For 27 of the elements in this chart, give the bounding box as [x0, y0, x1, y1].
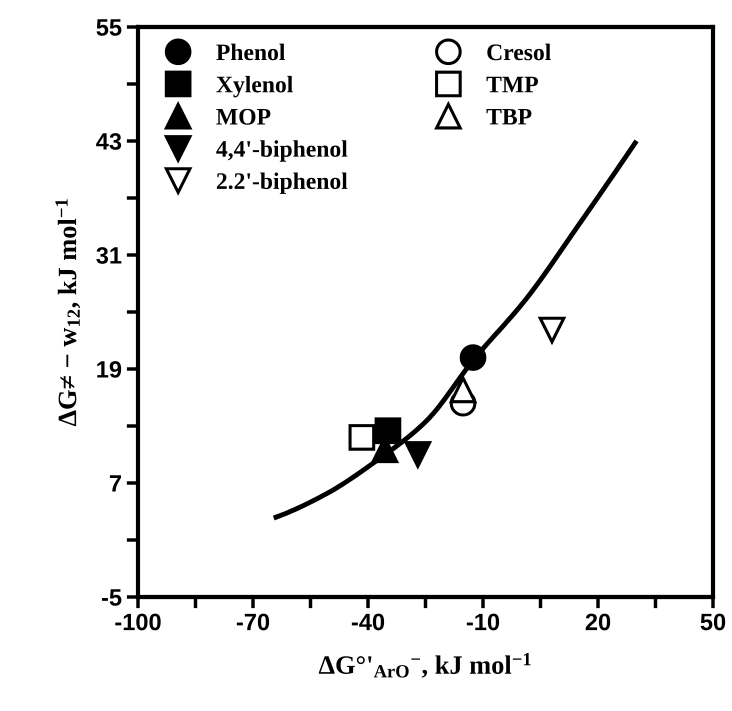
y-tick-label: 43 — [96, 133, 122, 150]
x-tick-label: -10 — [466, 614, 500, 630]
point — [450, 376, 476, 404]
legend-label: 2.2'-biphenol — [216, 172, 348, 194]
point — [538, 316, 566, 344]
x-tick-label: -70 — [236, 614, 270, 630]
point — [374, 417, 402, 444]
y-tick-label: 31 — [96, 247, 122, 264]
legend-label: Cresol — [487, 44, 551, 60]
point — [348, 424, 376, 451]
y-tick-label: 7 — [110, 475, 121, 492]
x-tick-label: 50 — [700, 614, 726, 630]
y-tick-label: 19 — [97, 361, 122, 378]
x-tick-label: 20 — [586, 614, 610, 630]
legend-label: TBP — [486, 108, 532, 124]
y-tick-label: 55 — [96, 19, 122, 36]
legend-label: TMP — [486, 76, 538, 92]
x-tick-label: -100 — [115, 614, 161, 630]
y-axis-title: ΔG≠ − w$_{12}$, kJ mol$^{−1}$ — [55, 199, 80, 426]
legend-label: Phenol — [216, 44, 286, 60]
x-tick-label: -40 — [352, 614, 384, 630]
point — [404, 441, 432, 468]
legend-label: Xylenol — [216, 76, 293, 98]
x-axis-title: ΔG°'$_{ArO}$$^{−}$, kJ mol$^{−1}$ — [318, 653, 531, 678]
legend-label: MOP — [216, 108, 270, 125]
legend-label: 4,4'-biphenol — [216, 140, 348, 162]
y-tick-label: -5 — [102, 589, 122, 606]
